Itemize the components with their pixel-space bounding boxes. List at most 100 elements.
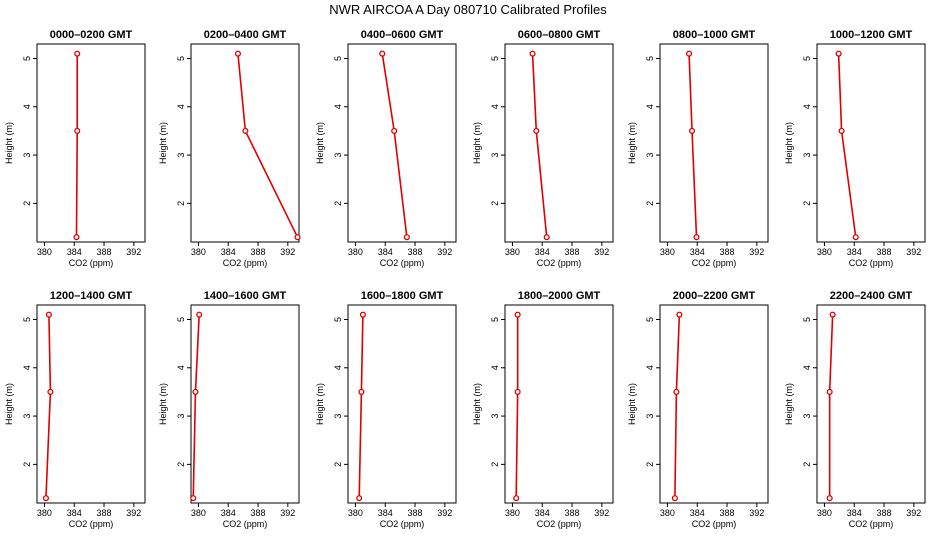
x-axis-label: CO2 (ppm) <box>223 258 268 268</box>
x-tick-label: 392 <box>594 508 609 518</box>
series-line <box>688 53 698 238</box>
plot-frame <box>190 304 300 504</box>
panel-title: 0600–0800 GMT <box>518 29 601 41</box>
data-point <box>838 127 845 134</box>
x-tick-label: 392 <box>906 247 921 257</box>
y-tick-label: 4 <box>22 365 32 370</box>
y-axis-label: Height (m) <box>315 122 325 164</box>
x-tick-label: 392 <box>280 247 295 257</box>
panel-title: 2200–2400 GMT <box>830 290 913 302</box>
series-line <box>515 314 519 499</box>
y-tick-label: 3 <box>22 153 32 158</box>
y-tick-label: 3 <box>490 414 500 419</box>
chart-panel: 1400–1600 GMT 380 384 388 392 2 3 4 5 CO2 (ppm) He… <box>158 290 300 529</box>
data-point <box>676 311 683 318</box>
data-point <box>359 311 366 318</box>
y-tick-label: 5 <box>176 317 186 322</box>
plot-frame <box>659 304 769 504</box>
x-tick-label: 384 <box>221 508 236 518</box>
x-tick-label: 388 <box>97 508 112 518</box>
data-point <box>391 127 398 134</box>
panel-title: 1200–1400 GMT <box>50 290 133 302</box>
panel-title: 0200–0400 GMT <box>204 29 287 41</box>
y-tick-label: 5 <box>490 317 500 322</box>
y-tick-label: 2 <box>176 462 186 467</box>
x-tick-label: 380 <box>505 247 520 257</box>
panel-title: 0400–0600 GMT <box>361 29 444 41</box>
series-line <box>192 314 200 499</box>
x-tick-label: 380 <box>660 508 675 518</box>
y-tick-label: 4 <box>490 104 500 109</box>
panel-title: 1800–2000 GMT <box>518 290 601 302</box>
chart-panel: 1000–1200 GMT 380 384 388 392 2 3 4 5 CO2 (ppm) He… <box>784 29 926 268</box>
data-point <box>74 127 81 134</box>
data-point <box>513 495 520 502</box>
series-line <box>674 314 681 499</box>
x-axis-label: CO2 (ppm) <box>69 519 114 529</box>
x-tick-label: 380 <box>191 508 206 518</box>
data-point <box>673 388 680 395</box>
data-point <box>529 50 536 57</box>
data-point <box>514 311 521 318</box>
data-point <box>852 234 859 241</box>
plot-frame <box>504 304 614 504</box>
series-line <box>381 53 408 238</box>
y-tick-label: 2 <box>490 462 500 467</box>
panel-title: 1400–1600 GMT <box>204 290 287 302</box>
x-tick-label: 384 <box>378 508 393 518</box>
x-tick-label: 388 <box>565 508 580 518</box>
y-tick-label: 5 <box>645 317 655 322</box>
x-axis-label: CO2 (ppm) <box>849 519 894 529</box>
data-point <box>826 388 833 395</box>
x-tick-label: 380 <box>817 247 832 257</box>
y-axis-label: Height (m) <box>158 122 168 164</box>
data-point <box>192 388 199 395</box>
y-tick-label: 2 <box>490 201 500 206</box>
panel-title: 1000–1200 GMT <box>830 29 913 41</box>
data-point <box>688 127 696 134</box>
y-axis-label: Height (m) <box>4 122 14 164</box>
panel-title: 0800–1000 GMT <box>673 29 756 41</box>
y-tick-label: 4 <box>645 365 655 370</box>
panels-container: 0000–0200 GMT 380 384 388 392 2 3 4 5 CO2 (ppm) He… <box>4 29 926 529</box>
x-axis-label: CO2 (ppm) <box>537 258 582 268</box>
chart-panel: 1200–1400 GMT 380 384 388 392 2 3 4 5 CO2 (ppm) He… <box>4 290 146 529</box>
y-tick-label: 2 <box>333 462 343 467</box>
x-tick-label: 380 <box>348 508 363 518</box>
y-tick-label: 3 <box>176 414 186 419</box>
y-axis-label: Height (m) <box>158 383 168 425</box>
data-point <box>379 50 386 57</box>
x-tick-label: 384 <box>67 508 82 518</box>
y-tick-label: 4 <box>176 104 186 109</box>
x-tick-label: 380 <box>191 247 206 257</box>
y-tick-label: 3 <box>22 414 32 419</box>
plot-frame <box>659 43 769 243</box>
y-tick-label: 5 <box>22 56 32 61</box>
y-axis-label: Height (m) <box>784 383 794 425</box>
y-tick-label: 5 <box>802 317 812 322</box>
y-tick-label: 2 <box>176 201 186 206</box>
x-tick-label: 392 <box>749 508 764 518</box>
x-tick-label: 384 <box>535 508 550 518</box>
y-tick-label: 5 <box>176 56 186 61</box>
x-tick-label: 392 <box>437 247 452 257</box>
x-tick-label: 392 <box>594 247 609 257</box>
y-tick-label: 4 <box>802 104 812 109</box>
y-axis-label: Height (m) <box>472 383 482 425</box>
plot-frame <box>347 43 457 243</box>
y-tick-label: 5 <box>490 56 500 61</box>
x-tick-label: 392 <box>906 508 921 518</box>
y-tick-label: 4 <box>333 365 343 370</box>
x-tick-label: 380 <box>505 508 520 518</box>
plot-frame <box>816 43 926 243</box>
data-point <box>403 234 410 241</box>
plot-frame <box>347 304 457 504</box>
series-line <box>828 314 834 499</box>
x-tick-label: 392 <box>126 508 141 518</box>
x-tick-label: 380 <box>37 247 52 257</box>
chart-panel: 0400–0600 GMT 380 384 388 392 2 3 4 5 CO2 (ppm) He… <box>315 29 457 268</box>
y-tick-label: 4 <box>176 365 186 370</box>
panel-title: 1600–1800 GMT <box>361 290 444 302</box>
data-point <box>829 311 836 318</box>
